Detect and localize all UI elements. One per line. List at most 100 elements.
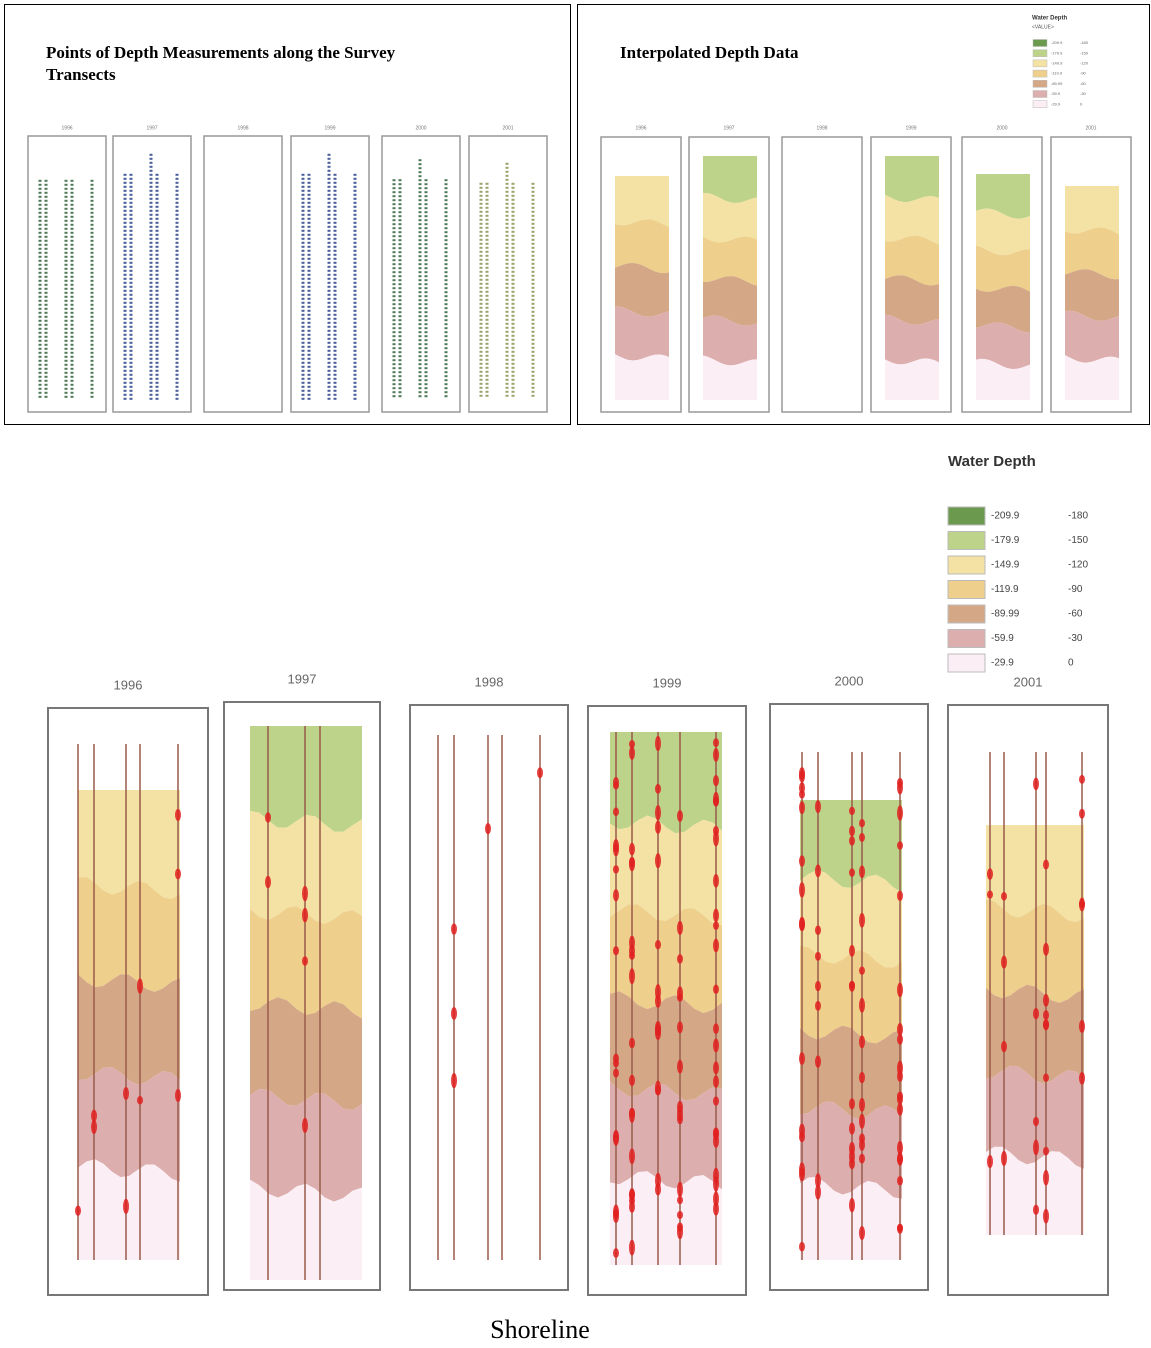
depth-band bbox=[615, 176, 669, 228]
measurement-point bbox=[353, 241, 357, 244]
measurement-point bbox=[424, 395, 428, 398]
measurement-point bbox=[505, 390, 509, 393]
measurement-point bbox=[123, 353, 127, 356]
measurement-point bbox=[398, 235, 402, 238]
measurement-point bbox=[479, 182, 483, 185]
measurement-point bbox=[505, 258, 509, 261]
measurement-point bbox=[327, 221, 331, 224]
measurement-point bbox=[149, 193, 153, 196]
measurement-point bbox=[333, 281, 337, 284]
measurement-point bbox=[398, 275, 402, 278]
measurement-point bbox=[424, 343, 428, 346]
measurement-point bbox=[531, 370, 535, 373]
measurement-point bbox=[511, 310, 515, 313]
measurement-point bbox=[327, 333, 331, 336]
measurement-point bbox=[398, 307, 402, 310]
measurement-point bbox=[155, 349, 159, 352]
depth-point bbox=[175, 808, 181, 821]
measurement-point bbox=[64, 251, 68, 254]
depth-point bbox=[713, 1191, 719, 1207]
depth-point bbox=[859, 1071, 865, 1084]
measurement-point bbox=[511, 254, 515, 257]
measurement-point bbox=[398, 255, 402, 258]
measurement-point bbox=[424, 203, 428, 206]
measurement-point bbox=[64, 359, 68, 362]
depth-point bbox=[1033, 1204, 1039, 1215]
measurement-point bbox=[123, 181, 127, 184]
year-label: 1997 bbox=[146, 125, 157, 131]
measurement-point bbox=[505, 174, 509, 177]
measurement-point bbox=[485, 378, 489, 381]
depth-point bbox=[859, 1138, 865, 1151]
measurement-point bbox=[301, 245, 305, 248]
measurement-point bbox=[398, 319, 402, 322]
measurement-point bbox=[485, 342, 489, 345]
measurement-point bbox=[123, 193, 127, 196]
measurement-point bbox=[333, 245, 337, 248]
measurement-point bbox=[38, 199, 42, 202]
measurement-point bbox=[123, 229, 127, 232]
measurement-point bbox=[307, 253, 311, 256]
measurement-point bbox=[511, 326, 515, 329]
depth-point bbox=[859, 832, 865, 842]
measurement-point bbox=[424, 379, 428, 382]
legend-swatch bbox=[1032, 59, 1048, 68]
measurement-point bbox=[485, 310, 489, 313]
measurement-point bbox=[485, 382, 489, 385]
measurement-point bbox=[511, 242, 515, 245]
measurement-point bbox=[505, 190, 509, 193]
year-label: 1997 bbox=[288, 671, 317, 686]
measurement-point bbox=[444, 243, 448, 246]
measurement-point bbox=[327, 341, 331, 344]
measurement-point bbox=[424, 255, 428, 258]
measurement-point bbox=[149, 173, 153, 176]
measurement-point bbox=[505, 274, 509, 277]
measurement-point bbox=[531, 210, 535, 213]
measurement-point bbox=[123, 213, 127, 216]
measurement-point bbox=[485, 354, 489, 357]
measurement-point bbox=[333, 381, 337, 384]
measurement-point bbox=[398, 215, 402, 218]
measurement-point bbox=[418, 347, 422, 350]
measurement-point bbox=[175, 293, 179, 296]
depth-band bbox=[976, 208, 1030, 256]
measurement-point bbox=[392, 371, 396, 374]
depth-point bbox=[1001, 891, 1007, 901]
measurement-point bbox=[485, 274, 489, 277]
depth-point bbox=[677, 810, 683, 822]
year-label: 1996 bbox=[61, 125, 72, 131]
measurement-point bbox=[123, 237, 127, 240]
measurement-point bbox=[64, 267, 68, 270]
measurement-point bbox=[129, 337, 133, 340]
measurement-point bbox=[38, 187, 42, 190]
measurement-point bbox=[531, 194, 535, 197]
measurement-point bbox=[38, 299, 42, 302]
measurement-point bbox=[398, 231, 402, 234]
measurement-point bbox=[301, 353, 305, 356]
measurement-point bbox=[64, 207, 68, 210]
measurement-point bbox=[327, 177, 331, 180]
measurement-point bbox=[327, 205, 331, 208]
measurement-point bbox=[64, 343, 68, 346]
measurement-point bbox=[70, 187, 74, 190]
measurement-point bbox=[327, 281, 331, 284]
measurement-point bbox=[44, 295, 48, 298]
measurement-point bbox=[123, 333, 127, 336]
measurement-point bbox=[485, 234, 489, 237]
measurement-point bbox=[479, 230, 483, 233]
measurement-point bbox=[307, 381, 311, 384]
depth-point bbox=[713, 1038, 719, 1053]
depth-band bbox=[250, 726, 362, 832]
measurement-point bbox=[392, 307, 396, 310]
measurement-point bbox=[149, 213, 153, 216]
measurement-point bbox=[485, 270, 489, 273]
measurement-point bbox=[479, 354, 483, 357]
depth-band bbox=[250, 997, 362, 1110]
measurement-point bbox=[333, 389, 337, 392]
measurement-point bbox=[38, 335, 42, 338]
measurement-point bbox=[123, 241, 127, 244]
measurement-point bbox=[155, 293, 159, 296]
measurement-point bbox=[175, 229, 179, 232]
measurement-point bbox=[155, 253, 159, 256]
measurement-point bbox=[90, 339, 94, 342]
